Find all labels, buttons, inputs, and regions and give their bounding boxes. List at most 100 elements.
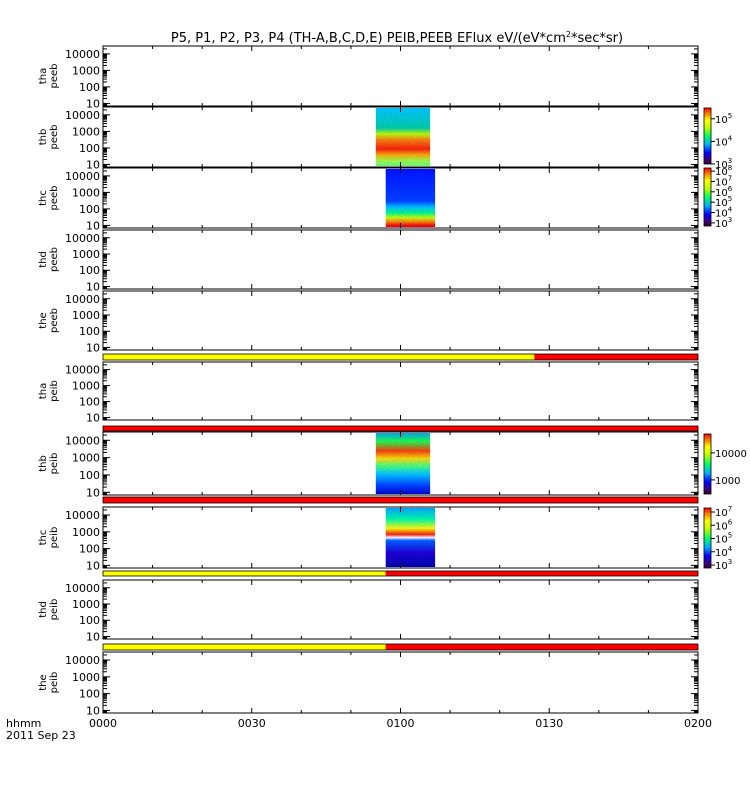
y-tick-label: 10000	[65, 293, 100, 306]
y-tick-label: 10000	[65, 434, 100, 447]
colorbar-label: 104	[715, 545, 733, 559]
colorbar-label: 103	[715, 157, 732, 171]
colorbar-label: 105	[715, 532, 732, 546]
y-tick-label: 10	[86, 219, 100, 232]
panel-ylabel: thdpeeb	[38, 247, 60, 272]
spectrogram-data	[375, 108, 431, 166]
panel-ylabel: thepeeb	[38, 308, 60, 333]
y-tick-label: 1000	[72, 125, 100, 138]
status-bar-frame	[102, 496, 699, 504]
status-bar-frame	[102, 425, 699, 432]
x-tick-label: 0100	[387, 717, 415, 730]
colorbar-label: 10000	[715, 449, 747, 460]
y-tick-label: 10000	[65, 654, 100, 667]
y-tick-label: 100	[79, 264, 100, 277]
y-tick-label: 10	[86, 341, 100, 354]
y-tick-label: 100	[79, 688, 100, 701]
colorbar-label: 104	[715, 206, 733, 220]
panel-frame	[102, 361, 699, 421]
x-tick-label: 0200	[684, 717, 712, 730]
y-tick-label: 100	[79, 469, 100, 482]
y-tick-label: 100	[79, 81, 100, 94]
panel-the-peib: 10 100 1000 10000 thepeib	[38, 651, 699, 717]
y-tick-label: 100	[79, 614, 100, 627]
panel-tha-peeb: 10 100 1000 10000 thapeeb	[38, 45, 699, 110]
y-tick-label: 10	[86, 486, 100, 499]
panel-frame	[102, 651, 699, 714]
colorbar-scale	[703, 167, 712, 227]
panel-thd-peeb: 10 100 1000 10000 thdpeeb	[38, 229, 699, 293]
panel-stack: 10 100 1000 10000 thapeeb 10 100 1000 10000 thbpe…	[38, 45, 699, 717]
panel-ylabel: thcpeib	[38, 527, 60, 549]
panel-frame	[102, 290, 699, 351]
y-tick-label: 1000	[72, 64, 100, 77]
y-tick-label: 1000	[72, 671, 100, 684]
y-tick-label: 10000	[65, 364, 100, 377]
spectrogram-data	[385, 169, 436, 227]
y-tick-label: 10	[86, 97, 100, 110]
y-tick-label: 10	[86, 704, 100, 717]
status-bar-segment	[103, 571, 386, 576]
y-tick-label: 10000	[65, 582, 100, 595]
colorbar-label: 106	[715, 185, 733, 199]
colorbars: 1051041031081071061051041031000010001071…	[703, 107, 747, 572]
spectrogram-data	[385, 508, 436, 567]
panel-ylabel: thbpeib	[38, 453, 60, 475]
y-tick-label: 10	[86, 412, 100, 425]
panel-ylabel: thcpeeb	[38, 186, 60, 211]
colorbar-label: 106	[715, 518, 733, 532]
status-bar-frame	[102, 353, 699, 361]
panel-the-peeb: 10 100 1000 10000 thepeeb	[38, 290, 699, 354]
y-tick-label: 1000	[72, 452, 100, 465]
colorbar-label: 103	[715, 216, 732, 230]
spectrum-noise	[385, 508, 436, 567]
y-tick-label: 10000	[65, 232, 100, 245]
y-tick-label: 10000	[65, 170, 100, 183]
status-bar-segment	[103, 497, 698, 503]
x-tick-label: 0030	[238, 717, 266, 730]
colorbar-label: 1000	[715, 476, 740, 487]
status-bar-segment	[103, 426, 698, 431]
y-tick-label: 100	[79, 203, 100, 216]
panel-thb-peib: 10 100 1000 10000 thbpeib	[38, 431, 699, 499]
y-tick-label: 1000	[72, 186, 100, 199]
colorbar-label: 105	[715, 195, 732, 209]
status-bar-segment	[103, 354, 535, 360]
y-tick-label: 1000	[72, 526, 100, 539]
panel-ylabel: thbpeeb	[38, 125, 60, 150]
colorbar-label: 105	[715, 112, 732, 126]
colorbar-label: 103	[715, 558, 732, 572]
status-bar-segment	[103, 644, 386, 650]
panel-thd-peib: 10 100 1000 10000 thdpeib	[38, 579, 699, 643]
y-tick-label: 10	[86, 158, 100, 171]
colorbar-scale	[703, 507, 712, 569]
status-bar-frame	[102, 643, 699, 651]
panel-thb-peeb: 10 100 1000 10000 thbpeeb	[38, 106, 699, 171]
y-tick-label: 100	[79, 142, 100, 155]
y-tick-label: 1000	[72, 309, 100, 322]
panel-frame	[102, 229, 699, 290]
colorbar-label: 104	[715, 134, 733, 148]
panel-ylabel: thdpeib	[38, 599, 60, 621]
panel-frame	[102, 579, 699, 640]
colorbar-label: 107	[715, 174, 732, 188]
panel-ylabel: thapeib	[38, 380, 60, 402]
x-tick-label: 0000	[89, 717, 117, 730]
y-tick-label: 1000	[72, 380, 100, 393]
status-bars	[102, 353, 699, 651]
time-axis-label: hhmm	[6, 717, 41, 730]
status-bar-segment	[385, 644, 698, 650]
y-tick-label: 100	[79, 325, 100, 338]
y-tick-label: 10000	[65, 109, 100, 122]
time-axis: 0000 0030 0100 0130 0200	[89, 717, 712, 730]
status-bar-frame	[102, 570, 699, 577]
spectrum-noise	[375, 108, 431, 166]
spectrum-noise	[385, 169, 436, 227]
colorbar-scale	[703, 107, 712, 165]
y-tick-label: 100	[79, 543, 100, 556]
panel-ylabel: thepeib	[38, 672, 60, 694]
y-tick-label: 1000	[72, 598, 100, 611]
